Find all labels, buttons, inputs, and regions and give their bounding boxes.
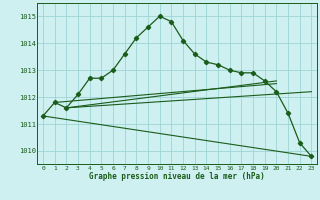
X-axis label: Graphe pression niveau de la mer (hPa): Graphe pression niveau de la mer (hPa)	[89, 172, 265, 181]
